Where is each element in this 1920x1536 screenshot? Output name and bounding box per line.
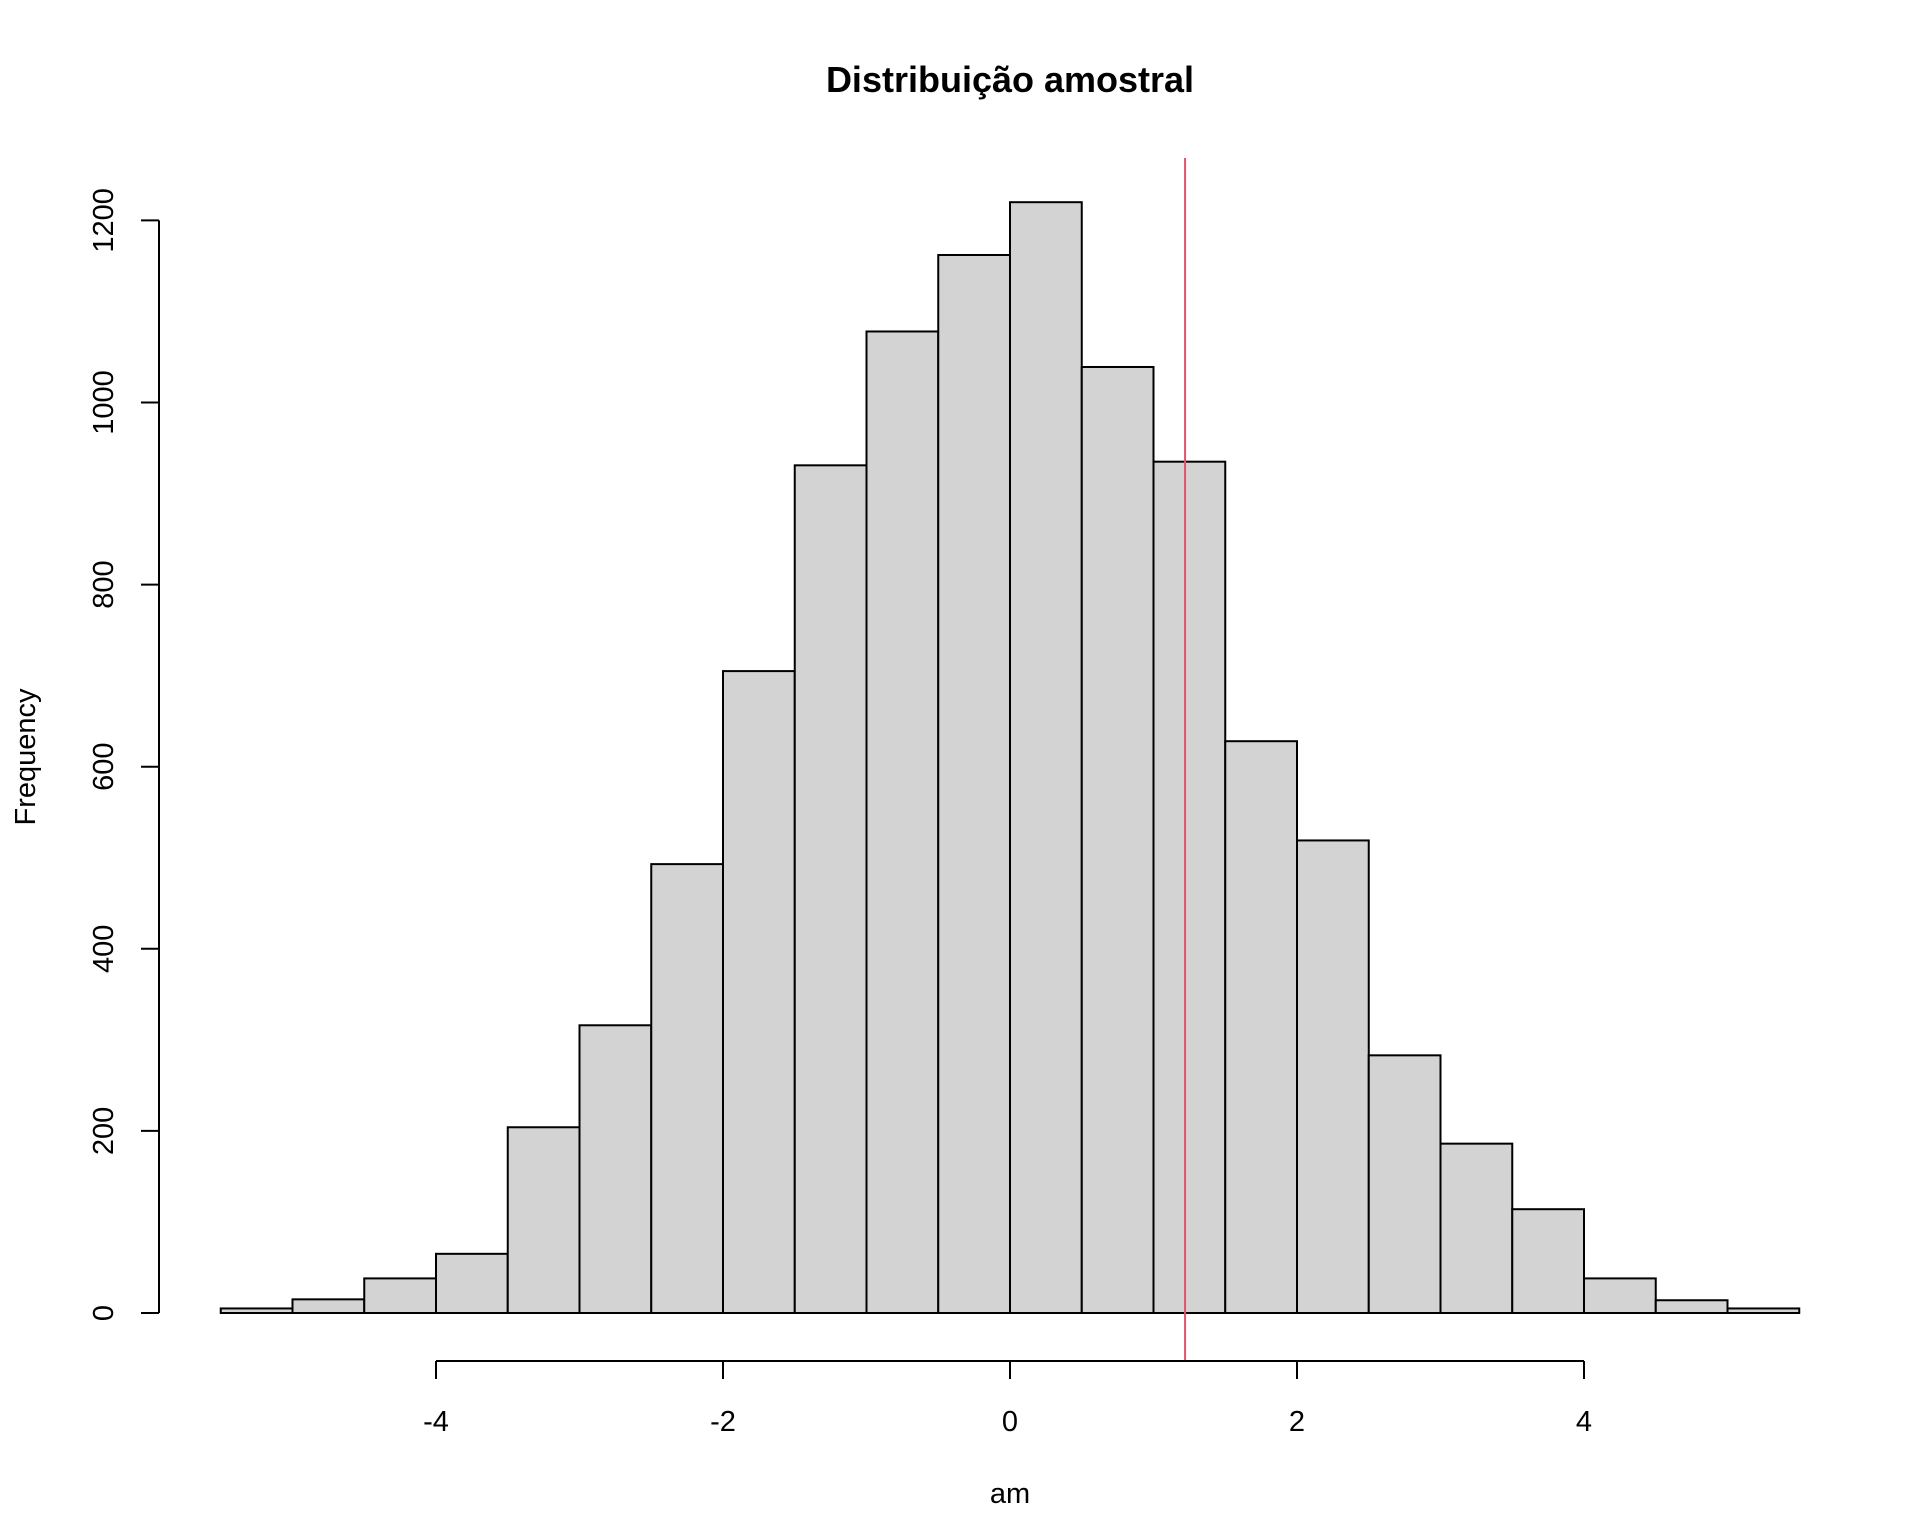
bars-group [219,201,1801,1315]
histogram-bar [722,670,796,1314]
histogram-bar [1654,1299,1729,1315]
histogram-bar [1152,460,1227,1314]
histogram-bar [1726,1307,1801,1315]
histogram-bar [1080,365,1155,1315]
y-tick-label: 200 [88,1107,120,1155]
y-tick-label: 1200 [88,188,120,253]
y-tick-label: 800 [88,560,120,608]
x-axis: -4 -2 0 2 4 [423,1360,1592,1438]
histogram-bar [291,1298,366,1315]
y-tick-label: 0 [88,1305,120,1321]
chart-title: Distribuição amostral [826,59,1194,100]
histogram-bar [865,330,940,1314]
histogram-bar [650,863,724,1314]
histogram-bar [1439,1142,1514,1314]
y-tick-label: 400 [88,925,120,973]
histogram-bar [1224,740,1298,1314]
histogram-bar [219,1307,294,1315]
histogram-bar [1009,201,1083,1315]
histogram-bar [1367,1054,1442,1314]
histogram-bar [506,1126,581,1315]
y-tick-label: 1000 [88,370,120,435]
x-axis-label: am [990,1478,1030,1510]
histogram-bar [578,1024,653,1314]
y-tick-label: 600 [88,743,120,791]
x-tick-label: -4 [423,1406,449,1438]
y-axis-label: Frequency [10,688,42,826]
x-tick-label: -2 [710,1406,736,1438]
x-tick-label: 4 [1576,1406,1592,1438]
x-tick-label: 2 [1289,1406,1305,1438]
histogram-bar [363,1277,437,1314]
histogram-bar [793,464,868,1314]
histogram-bar [1511,1208,1585,1314]
x-tick-label: 0 [1002,1406,1018,1438]
histogram-bar [937,253,1011,1314]
y-axis: 0 200 400 600 800 1000 1200 [88,188,160,1321]
histogram-bar [435,1252,509,1315]
histogram-bar [1583,1277,1657,1314]
histogram-bar [1296,839,1370,1314]
